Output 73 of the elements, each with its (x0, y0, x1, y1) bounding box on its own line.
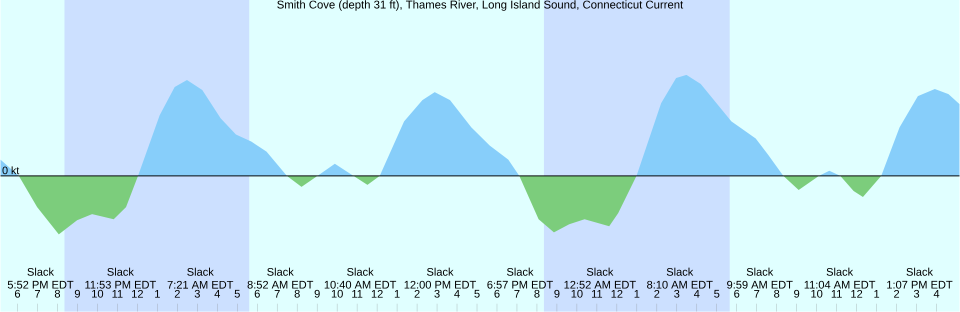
x-tick-label: 10 (332, 290, 343, 298)
x-tick-label: 6 (494, 290, 500, 298)
x-tick-label: 11 (832, 290, 842, 298)
chart-title: Smith Cove (depth 31 ft), Thames River, Long Island Sound, Connecticut Current (277, 0, 684, 11)
x-tick-label: 7 (274, 290, 280, 298)
x-tick-label: 3 (674, 290, 680, 298)
text: 1:07 PM EDT (887, 280, 952, 289)
x-tick-label: 10 (811, 290, 822, 298)
x-tick-label: 7 (34, 290, 40, 298)
x-tick-label: 8 (534, 290, 540, 298)
x-tick-label: 1 (874, 290, 880, 298)
x-tick-label: 7 (514, 290, 520, 298)
x-tick-label: 7 (754, 290, 760, 298)
x-tick-label: 6 (14, 290, 20, 298)
x-tick-label: 11 (592, 290, 602, 298)
x-tick-label: 9 (794, 290, 800, 298)
text: 11:53 PM EDT (85, 280, 156, 289)
x-tick-label: 1 (394, 290, 400, 298)
text: Slack (826, 268, 854, 276)
x-tick-label: 12 (851, 290, 862, 298)
text: 5:52 PM EDT (8, 280, 74, 289)
ref-line-label: 0 kt (2, 166, 20, 174)
text: 12:00 PM EDT (404, 280, 476, 289)
x-tick-label: 2 (174, 290, 180, 298)
text: Slack (27, 268, 54, 276)
text: 11:04 AM EDT (804, 280, 876, 289)
x-tick-label: 5 (714, 290, 720, 298)
x-tick-label: 10 (572, 290, 583, 298)
x-tick-label: 5 (234, 290, 240, 298)
text: Slack (426, 268, 454, 276)
x-tick-label: 8 (774, 290, 780, 298)
text: Slack (506, 268, 534, 276)
x-tick-label: 4 (934, 290, 940, 298)
x-tick-label: 2 (414, 290, 420, 298)
text: Slack (267, 268, 294, 276)
x-tick-label: 9 (74, 290, 80, 298)
x-tick-label: 10 (92, 290, 104, 298)
text: 10:40 AM EDT (324, 280, 396, 289)
x-tick-label: 6 (734, 290, 740, 298)
x-tick-label: 5 (474, 290, 480, 298)
x-tick-label: 12 (612, 290, 622, 298)
x-tick-label: 2 (894, 290, 900, 298)
text: Slack (187, 268, 214, 276)
x-tick-label: 1 (634, 290, 640, 298)
text: Slack (906, 268, 934, 276)
text: Slack (586, 268, 614, 276)
x-tick-label: 2 (654, 290, 660, 298)
x-tick-label: 3 (914, 290, 920, 298)
text: Slack (107, 268, 134, 276)
x-tick-label: 12 (132, 290, 143, 298)
text: 8:10 AM EDT (647, 280, 713, 289)
x-tick-label: 11 (112, 290, 123, 298)
x-tick-label: 12 (372, 290, 383, 298)
x-tick-label: 1 (155, 290, 160, 298)
x-tick-label: 4 (214, 290, 220, 298)
x-tick-label: 4 (694, 290, 700, 298)
x-tick-label: 3 (194, 290, 200, 298)
text: 9:59 AM EDT (727, 280, 793, 289)
text: Slack (666, 268, 694, 276)
x-tick-label: 8 (54, 290, 60, 298)
x-tick-label: 11 (352, 290, 362, 298)
x-tick-label: 9 (554, 290, 560, 298)
x-tick-label: 3 (434, 290, 440, 298)
text: 8:52 AM EDT (248, 280, 314, 289)
x-tick-label: 4 (454, 290, 460, 298)
x-tick-label: 8 (294, 290, 300, 298)
text: 7:21 AM EDT (168, 280, 234, 289)
x-tick-label: 6 (254, 290, 260, 298)
text: 6:57 PM EDT (487, 280, 553, 289)
text: Slack (347, 268, 374, 276)
text: 12:52 AM EDT (564, 280, 636, 289)
text: Slack (746, 268, 774, 276)
x-tick-label: 9 (314, 290, 320, 298)
